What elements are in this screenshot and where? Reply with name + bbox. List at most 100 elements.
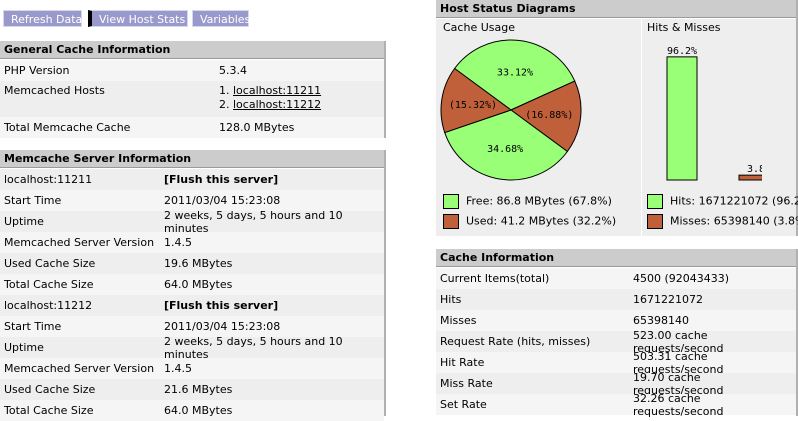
memcached-hosts-label: Memcached Hosts bbox=[4, 84, 105, 97]
pie-slice-label: 34.68% bbox=[487, 144, 523, 155]
server-stat-value: 19.6 MBytes bbox=[164, 257, 233, 270]
hits-misses-bar-chart: 96.2% 3.8% bbox=[666, 46, 762, 181]
cache-info-value: 65398140 bbox=[633, 314, 689, 327]
server-stat-row: Memcached Server Version 1.4.5 bbox=[0, 358, 384, 379]
php-version-value: 5.3.4 bbox=[219, 64, 247, 77]
hits-legend: Hits: 1671221072 (96.2%) bbox=[647, 194, 798, 209]
server-stat-value: 2011/03/04 15:23:08 bbox=[164, 194, 281, 207]
free-legend-swatch bbox=[443, 194, 459, 209]
server-stat-row: Total Cache Size 64.0 MBytes bbox=[0, 274, 384, 295]
server-header-row: localhost:11212 [Flush this server] bbox=[0, 295, 384, 316]
php-version-row: PHP Version 5.3.4 bbox=[0, 60, 384, 81]
total-cache-label: Total Memcache Cache bbox=[4, 121, 131, 134]
flush-server-button[interactable]: [Flush this server] bbox=[164, 173, 279, 186]
diagrams-area: Cache Usage Hits & Misses 33.12% (16.88%)… bbox=[436, 19, 798, 236]
server-stat-row: Used Cache Size 21.6 MBytes bbox=[0, 379, 384, 400]
misses-legend-swatch bbox=[647, 214, 663, 229]
server-stat-label: Used Cache Size bbox=[4, 257, 96, 270]
cache-info-row: Hit Rate 503.31 cache requests/second bbox=[436, 349, 796, 376]
pie-slice bbox=[440, 67, 513, 134]
diagrams-divider bbox=[641, 19, 642, 236]
server-stat-value: 64.0 MBytes bbox=[164, 278, 233, 291]
server-stat-value: 21.6 MBytes bbox=[164, 383, 233, 396]
pie-slice bbox=[510, 80, 582, 153]
general-cache-info-title: General Cache Information bbox=[0, 41, 384, 59]
cache-usage-title: Cache Usage bbox=[443, 21, 515, 34]
cache-info-label: Miss Rate bbox=[440, 377, 493, 390]
server-stat-label: Used Cache Size bbox=[4, 383, 96, 396]
cache-info-row: Request Rate (hits, misses) 523.00 cache … bbox=[436, 328, 796, 355]
server-info-title: Memcache Server Information bbox=[0, 150, 384, 168]
server-stat-label: Uptime bbox=[4, 341, 44, 354]
php-version-label: PHP Version bbox=[4, 64, 70, 77]
total-cache-row: Total Memcache Cache 128.0 MBytes bbox=[0, 117, 384, 138]
flush-server-button[interactable]: [Flush this server] bbox=[164, 299, 279, 312]
total-cache-value: 128.0 MBytes bbox=[219, 121, 295, 134]
server-stat-label: Total Cache Size bbox=[4, 404, 94, 417]
cache-info-value: 503.31 cache requests/second bbox=[633, 349, 724, 376]
view-host-stats-button[interactable]: View Host Stats bbox=[88, 10, 188, 27]
pie-slice bbox=[453, 39, 576, 111]
server-stat-label: Uptime bbox=[4, 215, 44, 228]
cache-info-value: 19.70 cache requests/second bbox=[633, 370, 724, 397]
pie-slice-label: (15.32%) bbox=[449, 100, 497, 111]
pie-slice-label: (16.88%) bbox=[525, 110, 573, 121]
hits-legend-text: Hits: 1671221072 (96.2%) bbox=[670, 194, 798, 208]
host-status-diagrams-box: Host Status Diagrams Cache Usage Hits & … bbox=[436, 0, 798, 236]
server-stat-value: 2 weeks, 5 days, 5 hours and 10 minutes bbox=[164, 208, 343, 235]
bar-value-label: 3.8% bbox=[747, 164, 762, 175]
used-legend-swatch bbox=[443, 214, 459, 229]
cache-info-value: 523.00 cache requests/second bbox=[633, 328, 724, 355]
server-stat-label: Memcached Server Version bbox=[4, 236, 155, 249]
cache-info-label: Request Rate (hits, misses) bbox=[440, 335, 591, 348]
server-header-row: localhost:11211 [Flush this server] bbox=[0, 169, 384, 190]
server-stat-label: Start Time bbox=[4, 194, 62, 207]
server-stat-value: 64.0 MBytes bbox=[164, 404, 233, 417]
server-stat-row: Uptime 2 weeks, 5 days, 5 hours and 10 mi… bbox=[0, 208, 384, 235]
bar-misses bbox=[738, 174, 762, 181]
server-stat-row: Start Time 2011/03/04 15:23:08 bbox=[0, 316, 384, 337]
server-stat-label: Memcached Server Version bbox=[4, 362, 155, 375]
variables-button[interactable]: Variables bbox=[192, 10, 250, 27]
general-cache-info-box: General Cache Information PHP Version 5.… bbox=[0, 41, 386, 138]
pie-slice-label: 33.12% bbox=[497, 68, 533, 79]
host-link-11211[interactable]: localhost:11211 bbox=[233, 84, 322, 97]
cache-info-label: Misses bbox=[440, 314, 477, 327]
refresh-data-button[interactable]: Refresh Data bbox=[3, 10, 82, 27]
bar-hits bbox=[666, 56, 698, 181]
server-host-label: localhost:11212 bbox=[4, 299, 93, 312]
cache-info-title: Cache Information bbox=[436, 249, 796, 267]
hits-misses-title: Hits & Misses bbox=[647, 21, 721, 34]
cache-info-row: Hits 1671221072 bbox=[436, 289, 796, 310]
used-legend: Used: 41.2 MBytes (32.2%) bbox=[443, 214, 616, 229]
server-stat-label: Start Time bbox=[4, 320, 62, 333]
server-host-label: localhost:11211 bbox=[4, 173, 93, 186]
misses-legend-text: Misses: 65398140 (3.8%) bbox=[670, 214, 798, 228]
cache-info-row: Current Items(total) 4500 (92043433) bbox=[436, 268, 796, 289]
free-legend: Free: 86.8 MBytes (67.8%) bbox=[443, 194, 612, 209]
cache-usage-pie-chart: 33.12% (16.88%) 34.68% (15.32%) bbox=[440, 39, 582, 181]
used-legend-text: Used: 41.2 MBytes (32.2%) bbox=[466, 214, 617, 228]
bar-value-label: 96.2% bbox=[667, 46, 697, 57]
server-stat-label: Total Cache Size bbox=[4, 278, 94, 291]
server-stat-value: 2 weeks, 5 days, 5 hours and 10 minutes bbox=[164, 334, 343, 361]
host1-prefix: 1. bbox=[219, 84, 230, 97]
cache-info-label: Set Rate bbox=[440, 398, 487, 411]
cache-info-value: 1671221072 bbox=[633, 293, 703, 306]
cache-info-value: 32.26 cache requests/second bbox=[633, 391, 724, 418]
server-stat-row: Start Time 2011/03/04 15:23:08 bbox=[0, 190, 384, 211]
cache-info-label: Current Items(total) bbox=[440, 272, 550, 285]
memcached-hosts-row: Memcached Hosts 1. localhost:11211 2. lo… bbox=[0, 81, 384, 117]
server-stat-row: Total Cache Size 64.0 MBytes bbox=[0, 400, 384, 421]
cache-info-row: Miss Rate 19.70 cache requests/second bbox=[436, 370, 796, 397]
hits-legend-swatch bbox=[647, 194, 663, 209]
host-link-11212[interactable]: localhost:11212 bbox=[233, 98, 322, 111]
server-stat-value: 2011/03/04 15:23:08 bbox=[164, 320, 281, 333]
server-stat-row: Memcached Server Version 1.4.5 bbox=[0, 232, 384, 253]
cache-info-row: Misses 65398140 bbox=[436, 310, 796, 331]
cache-info-value: 4500 (92043433) bbox=[633, 272, 730, 285]
server-stat-row: Used Cache Size 19.6 MBytes bbox=[0, 253, 384, 274]
cache-info-label: Hits bbox=[440, 293, 462, 306]
server-info-box: Memcache Server Information localhost:11… bbox=[0, 150, 386, 421]
cache-info-row: Set Rate 32.26 cache requests/second bbox=[436, 391, 796, 418]
